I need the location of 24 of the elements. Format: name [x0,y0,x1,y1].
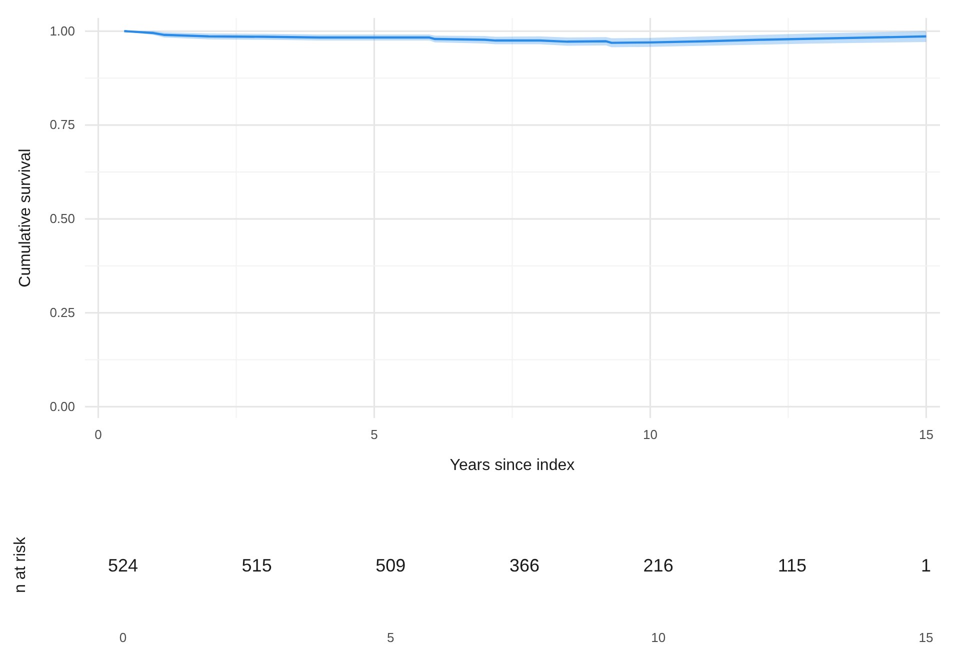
x-tick-label: 5 [387,630,394,646]
y-tick-label: 1.00 [50,23,75,38]
x-tick-label: 10 [642,427,658,442]
x-axis-title: Years since index [450,457,575,474]
line-series [123,30,928,44]
data-label: 115 [778,555,807,576]
y-tick-label: 0.00 [50,398,75,414]
x-tick-label: 0 [119,630,127,646]
data-label: 1 [920,555,932,576]
y-axis-title: n at risk [12,536,29,594]
y-tick-label: 0.50 [50,211,75,226]
data-label: 524 [108,555,138,576]
x-tick-label: 15 [918,630,934,646]
y-tick-label: 0.25 [50,304,75,320]
data-label: 366 [509,555,540,576]
y-axis-title: Cumulative survival [17,148,34,288]
y-tick-label: 0.75 [50,117,75,132]
x-tick-label: 0 [94,427,102,442]
x-tick-label: 15 [918,427,934,442]
data-label: 515 [242,555,272,576]
data-label: 509 [376,555,406,576]
x-tick-label: 5 [370,427,378,442]
data-label: 216 [643,555,674,576]
x-tick-label: 10 [651,630,666,646]
